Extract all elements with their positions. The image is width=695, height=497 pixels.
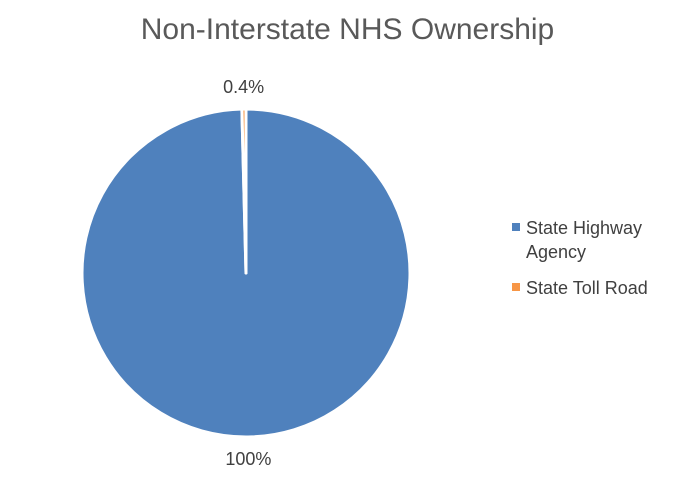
legend-label-state-highway-agency: State Highway Agency (526, 218, 643, 262)
data-label-state-highway-agency: 100% (225, 449, 271, 469)
legend-swatch-state-highway-agency (512, 223, 520, 231)
pie-slice-state-toll-road (240, 107, 248, 275)
legend-item-state-toll-road: State Toll Road (512, 276, 682, 300)
chart-title: Non-Interstate NHS Ownership (140, 13, 555, 46)
legend-swatch-state-toll-road (512, 283, 520, 291)
legend-label-state-toll-road: State Toll Road (526, 278, 648, 298)
legend: State Highway Agency State Toll Road (512, 216, 682, 312)
legend-item-state-highway-agency: State Highway Agency (512, 216, 682, 264)
data-label-state-toll-road: 0.4% (223, 77, 264, 97)
